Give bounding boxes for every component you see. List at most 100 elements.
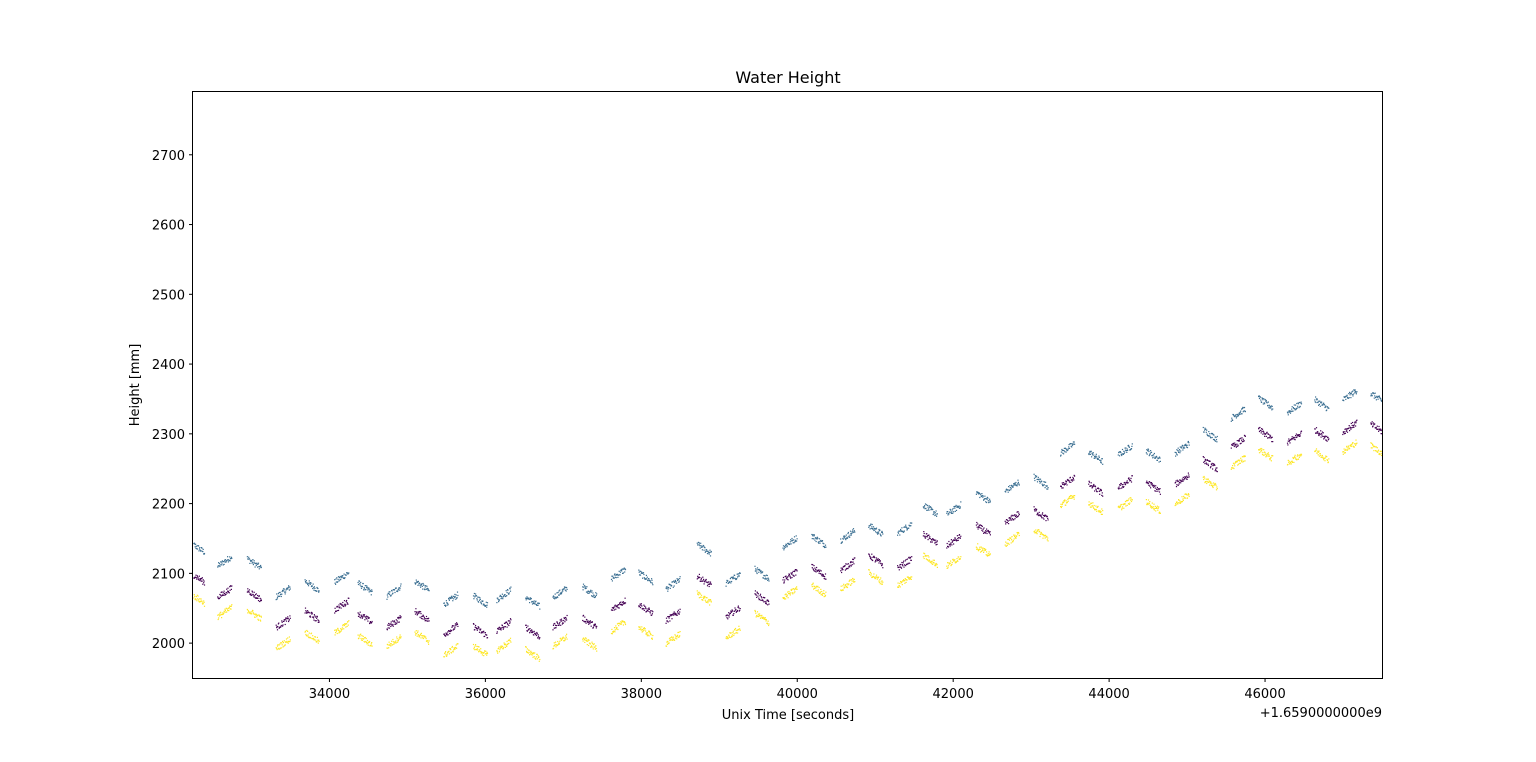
data-point bbox=[1060, 454, 1062, 456]
data-point bbox=[369, 622, 371, 624]
data-point bbox=[1039, 480, 1041, 482]
data-point bbox=[257, 600, 260, 602]
data-point bbox=[585, 622, 587, 624]
data-point bbox=[451, 646, 453, 649]
data-point bbox=[422, 635, 424, 637]
data-point bbox=[668, 586, 670, 589]
data-point bbox=[564, 589, 566, 591]
data-point bbox=[565, 636, 567, 639]
data-point bbox=[506, 640, 508, 643]
data-point bbox=[923, 531, 925, 533]
data-point bbox=[1014, 516, 1016, 518]
data-point bbox=[980, 550, 983, 552]
data-point bbox=[1174, 451, 1176, 453]
data-point bbox=[1177, 502, 1179, 504]
data-point bbox=[1208, 480, 1210, 482]
data-point bbox=[456, 591, 459, 593]
data-point bbox=[672, 612, 674, 614]
data-point bbox=[364, 585, 366, 587]
data-point bbox=[202, 579, 204, 581]
data-point bbox=[932, 509, 934, 511]
data-point bbox=[276, 598, 278, 600]
data-point bbox=[1231, 467, 1233, 469]
data-point bbox=[1243, 410, 1245, 412]
data-point bbox=[814, 585, 816, 588]
data-point bbox=[612, 631, 614, 633]
y-tick-label: 2000 bbox=[152, 637, 185, 652]
data-point bbox=[226, 611, 228, 613]
data-point bbox=[704, 547, 706, 549]
data-point bbox=[1322, 435, 1324, 438]
data-point bbox=[624, 568, 626, 570]
data-point bbox=[222, 613, 224, 615]
data-point bbox=[676, 578, 678, 580]
data-point bbox=[531, 600, 533, 603]
data-point bbox=[1263, 431, 1265, 433]
data-point bbox=[1158, 457, 1160, 459]
data-point bbox=[221, 562, 223, 564]
data-point bbox=[679, 635, 681, 637]
data-point bbox=[1153, 503, 1155, 505]
data-point bbox=[648, 635, 650, 637]
data-point bbox=[736, 573, 738, 575]
data-point bbox=[1186, 478, 1188, 480]
data-point bbox=[1289, 442, 1291, 444]
data-point bbox=[228, 560, 230, 562]
data-point bbox=[1379, 428, 1381, 430]
data-point bbox=[814, 570, 816, 572]
data-point bbox=[1121, 484, 1123, 486]
data-point bbox=[1067, 478, 1069, 481]
data-point bbox=[391, 590, 393, 592]
data-point bbox=[1342, 433, 1344, 436]
data-point bbox=[1046, 485, 1048, 487]
data-point bbox=[1231, 443, 1233, 446]
data-point bbox=[1158, 506, 1160, 508]
data-point bbox=[1206, 482, 1208, 485]
data-point bbox=[956, 535, 958, 537]
data-point bbox=[640, 570, 642, 573]
data-point bbox=[1378, 395, 1380, 397]
data-point bbox=[954, 562, 956, 564]
data-point bbox=[874, 577, 876, 579]
data-point bbox=[785, 596, 787, 598]
data-point bbox=[224, 561, 226, 563]
data-point bbox=[639, 626, 641, 628]
data-point bbox=[1100, 461, 1102, 463]
data-point bbox=[816, 536, 818, 538]
data-point bbox=[1067, 449, 1069, 451]
data-point bbox=[536, 653, 538, 655]
data-point bbox=[422, 615, 425, 617]
data-point bbox=[622, 601, 624, 603]
data-point bbox=[640, 628, 642, 630]
data-point bbox=[595, 648, 597, 650]
data-point bbox=[1232, 444, 1234, 446]
data-point bbox=[284, 593, 286, 595]
data-point bbox=[977, 493, 980, 495]
data-point bbox=[198, 601, 200, 603]
data-point bbox=[1175, 503, 1177, 505]
data-point bbox=[782, 597, 784, 599]
data-point bbox=[975, 546, 977, 548]
data-point bbox=[361, 615, 363, 618]
data-point bbox=[259, 600, 261, 603]
data-point bbox=[1147, 502, 1149, 505]
data-point bbox=[1185, 445, 1187, 447]
data-point bbox=[260, 566, 262, 568]
data-point bbox=[1149, 481, 1151, 483]
data-point bbox=[1372, 443, 1374, 446]
data-point bbox=[1071, 480, 1074, 482]
data-point bbox=[1178, 482, 1181, 484]
data-point bbox=[478, 626, 480, 628]
data-point bbox=[668, 615, 671, 618]
data-point bbox=[1016, 511, 1018, 513]
data-point bbox=[641, 631, 643, 633]
data-point bbox=[251, 594, 253, 596]
data-point bbox=[1355, 439, 1357, 441]
data-point bbox=[898, 530, 900, 532]
data-point bbox=[225, 607, 227, 609]
data-point bbox=[1033, 530, 1036, 532]
data-point bbox=[1287, 412, 1289, 414]
data-point bbox=[318, 640, 320, 642]
data-point bbox=[202, 602, 204, 604]
data-point bbox=[1072, 443, 1074, 445]
